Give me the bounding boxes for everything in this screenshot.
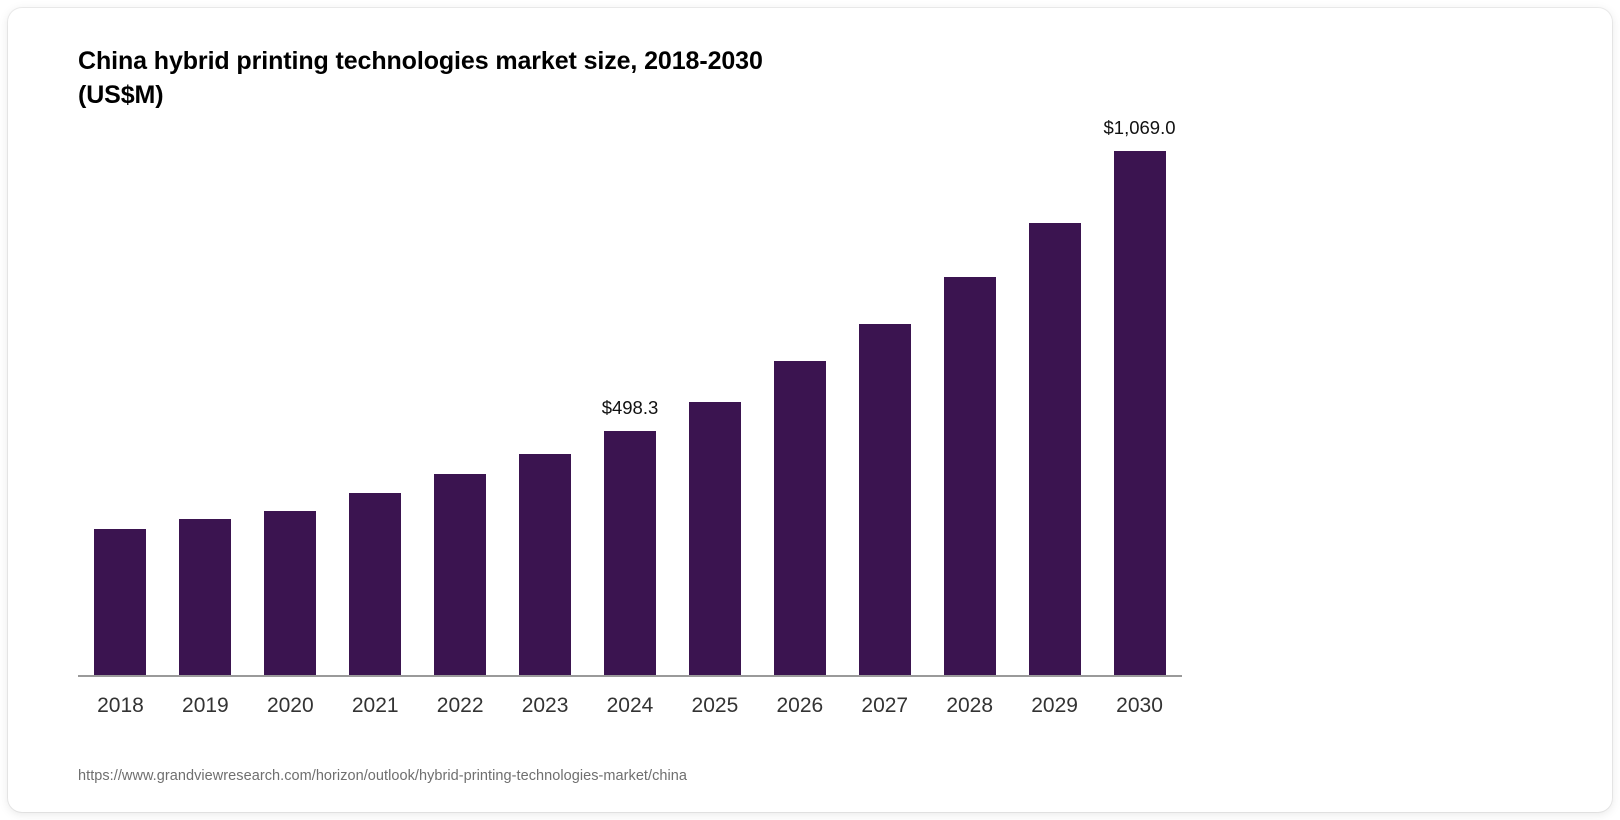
x-tick-2030: 2030 <box>1116 694 1163 717</box>
x-tick-2027: 2027 <box>861 694 909 717</box>
bar-2027[interactable] <box>858 323 911 675</box>
bar-slot: $498.3 <box>588 128 673 675</box>
page-title: China hybrid printing technologies marke… <box>78 44 1178 112</box>
x-tick-2022: 2022 <box>436 694 484 717</box>
bar-slot <box>248 128 333 675</box>
bar-slot <box>163 128 248 675</box>
bar-2026[interactable] <box>773 361 826 675</box>
x-tick-2025: 2025 <box>691 694 739 717</box>
x-tick-2024: 2024 <box>606 694 654 717</box>
bar-2019[interactable] <box>179 518 232 675</box>
source-url[interactable]: https://www.grandviewresearch.com/horizo… <box>78 768 688 784</box>
x-tick-2019: 2019 <box>182 694 229 717</box>
x-axis-tick-labels: 2018 2019 2020 2021 2022 2023 2024 2025 2026 2027… <box>78 694 1182 728</box>
x-tick-2020: 2020 <box>266 694 314 717</box>
chart-card: China hybrid printing technologies marke… <box>8 8 1612 812</box>
bar-2024[interactable] <box>603 430 656 675</box>
x-tick-2023: 2023 <box>521 694 569 717</box>
bar-slot <box>1012 128 1097 675</box>
x-tick-2018: 2018 <box>97 694 144 717</box>
x-tick-2021: 2021 <box>351 694 399 717</box>
bar-slot <box>672 128 757 675</box>
bar-2018[interactable] <box>94 528 147 675</box>
x-tick-2028: 2028 <box>946 694 994 717</box>
bar-slot <box>842 128 927 675</box>
x-axis-line <box>78 675 1182 677</box>
bar-slot <box>503 128 588 675</box>
bar-slot <box>333 128 418 675</box>
bar-2021[interactable] <box>349 493 402 675</box>
bar-slot <box>757 128 842 675</box>
bar-2025[interactable] <box>688 401 741 675</box>
bar-2023[interactable] <box>519 454 572 675</box>
bar-slot <box>78 128 163 675</box>
bar-value-label-2030: $1,069.0 <box>1103 116 1176 138</box>
bar-2020[interactable] <box>264 510 317 675</box>
bar-2022[interactable] <box>434 474 487 675</box>
bar-value-label-2024: $498.3 <box>601 396 659 418</box>
bar-2028[interactable] <box>943 276 996 675</box>
bar-series: $498.3 $1,069.0 <box>78 117 1182 675</box>
chart-title-line-2: (US$M) <box>78 81 164 109</box>
bar-slot: $1,069.0 <box>1097 117 1182 675</box>
x-tick-2026: 2026 <box>776 694 824 717</box>
bar-2030[interactable] <box>1113 150 1166 675</box>
bar-slot <box>418 128 503 675</box>
x-tick-2029: 2029 <box>1031 694 1078 717</box>
bar-2029[interactable] <box>1028 222 1081 675</box>
chart-title-line-1: China hybrid printing technologies marke… <box>78 47 763 75</box>
bar-chart-plot: $498.3 $1,069.0 2018 2019 2020 2021 2022 2023 2… <box>8 8 1612 812</box>
bar-slot <box>927 128 1012 675</box>
